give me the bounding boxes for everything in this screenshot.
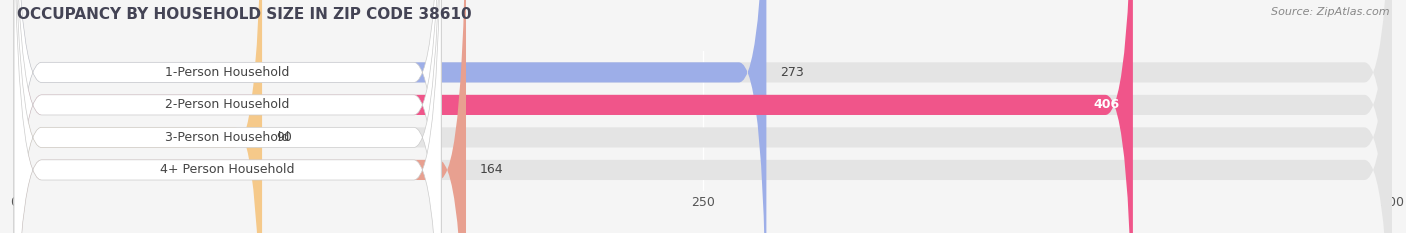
Text: Source: ZipAtlas.com: Source: ZipAtlas.com: [1271, 7, 1389, 17]
FancyBboxPatch shape: [14, 0, 766, 233]
Text: 2-Person Household: 2-Person Household: [166, 98, 290, 111]
FancyBboxPatch shape: [14, 0, 1392, 233]
FancyBboxPatch shape: [14, 0, 441, 233]
Text: 4+ Person Household: 4+ Person Household: [160, 163, 295, 176]
FancyBboxPatch shape: [14, 0, 1392, 233]
FancyBboxPatch shape: [14, 0, 465, 233]
FancyBboxPatch shape: [14, 0, 441, 233]
Text: 273: 273: [780, 66, 804, 79]
FancyBboxPatch shape: [14, 0, 1392, 233]
FancyBboxPatch shape: [14, 0, 441, 233]
FancyBboxPatch shape: [14, 0, 262, 233]
Text: 164: 164: [479, 163, 503, 176]
FancyBboxPatch shape: [14, 0, 1133, 233]
Text: 90: 90: [276, 131, 291, 144]
Text: OCCUPANCY BY HOUSEHOLD SIZE IN ZIP CODE 38610: OCCUPANCY BY HOUSEHOLD SIZE IN ZIP CODE …: [17, 7, 471, 22]
Text: 3-Person Household: 3-Person Household: [166, 131, 290, 144]
Text: 406: 406: [1092, 98, 1119, 111]
FancyBboxPatch shape: [14, 0, 441, 233]
FancyBboxPatch shape: [14, 0, 1392, 233]
Text: 1-Person Household: 1-Person Household: [166, 66, 290, 79]
